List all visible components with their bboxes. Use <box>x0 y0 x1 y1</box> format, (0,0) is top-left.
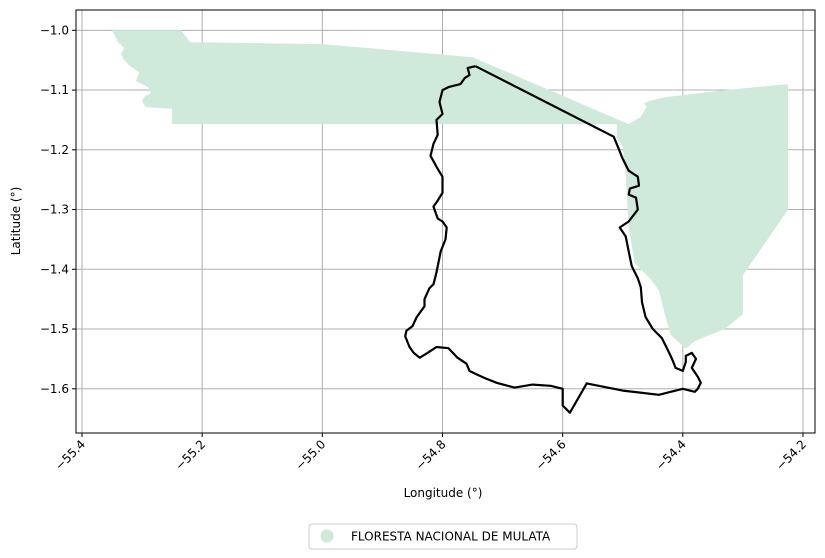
x-tick-label-0: −55.4 <box>52 437 88 473</box>
x-tick-label-6: −54.2 <box>773 437 809 473</box>
y-tick-label-2: −1.2 <box>40 143 69 157</box>
y-tick-label-4: −1.4 <box>40 262 69 276</box>
legend: FLORESTA NACIONAL DE MULATA <box>308 523 578 550</box>
legend-swatch <box>320 529 334 543</box>
y-tick-label-0: −1.0 <box>40 23 69 37</box>
y-tick-label-6: −1.6 <box>40 382 69 396</box>
y-tick-label-3: −1.3 <box>40 203 69 217</box>
y-axis-ticks: −1.0 −1.1 −1.2 −1.3 −1.4 −1.5 −1.6 <box>40 23 76 396</box>
x-tick-label-4: −54.6 <box>533 437 569 473</box>
y-tick-label-1: −1.1 <box>40 83 69 97</box>
y-tick-label-5: −1.5 <box>40 322 69 336</box>
x-tick-label-2: −55.0 <box>293 437 329 473</box>
x-axis-title: Longitude (°) <box>404 486 483 500</box>
x-tick-label-3: −54.8 <box>413 437 449 473</box>
boundary-outline <box>404 65 702 414</box>
plot-frame <box>75 9 816 434</box>
map-layers <box>112 30 788 414</box>
legend-label: FLORESTA NACIONAL DE MULATA <box>351 530 551 544</box>
x-tick-label-5: −54.4 <box>653 437 689 473</box>
legend-frame <box>308 523 578 550</box>
y-axis-title: Latitude (°) <box>9 187 23 256</box>
forest-area-polygon <box>112 30 788 349</box>
x-axis-ticks: −55.4 −55.2 −55.0 −54.8 −54.6 −54.4 −54.2 <box>52 433 809 473</box>
x-tick-label-1: −55.2 <box>172 437 208 473</box>
